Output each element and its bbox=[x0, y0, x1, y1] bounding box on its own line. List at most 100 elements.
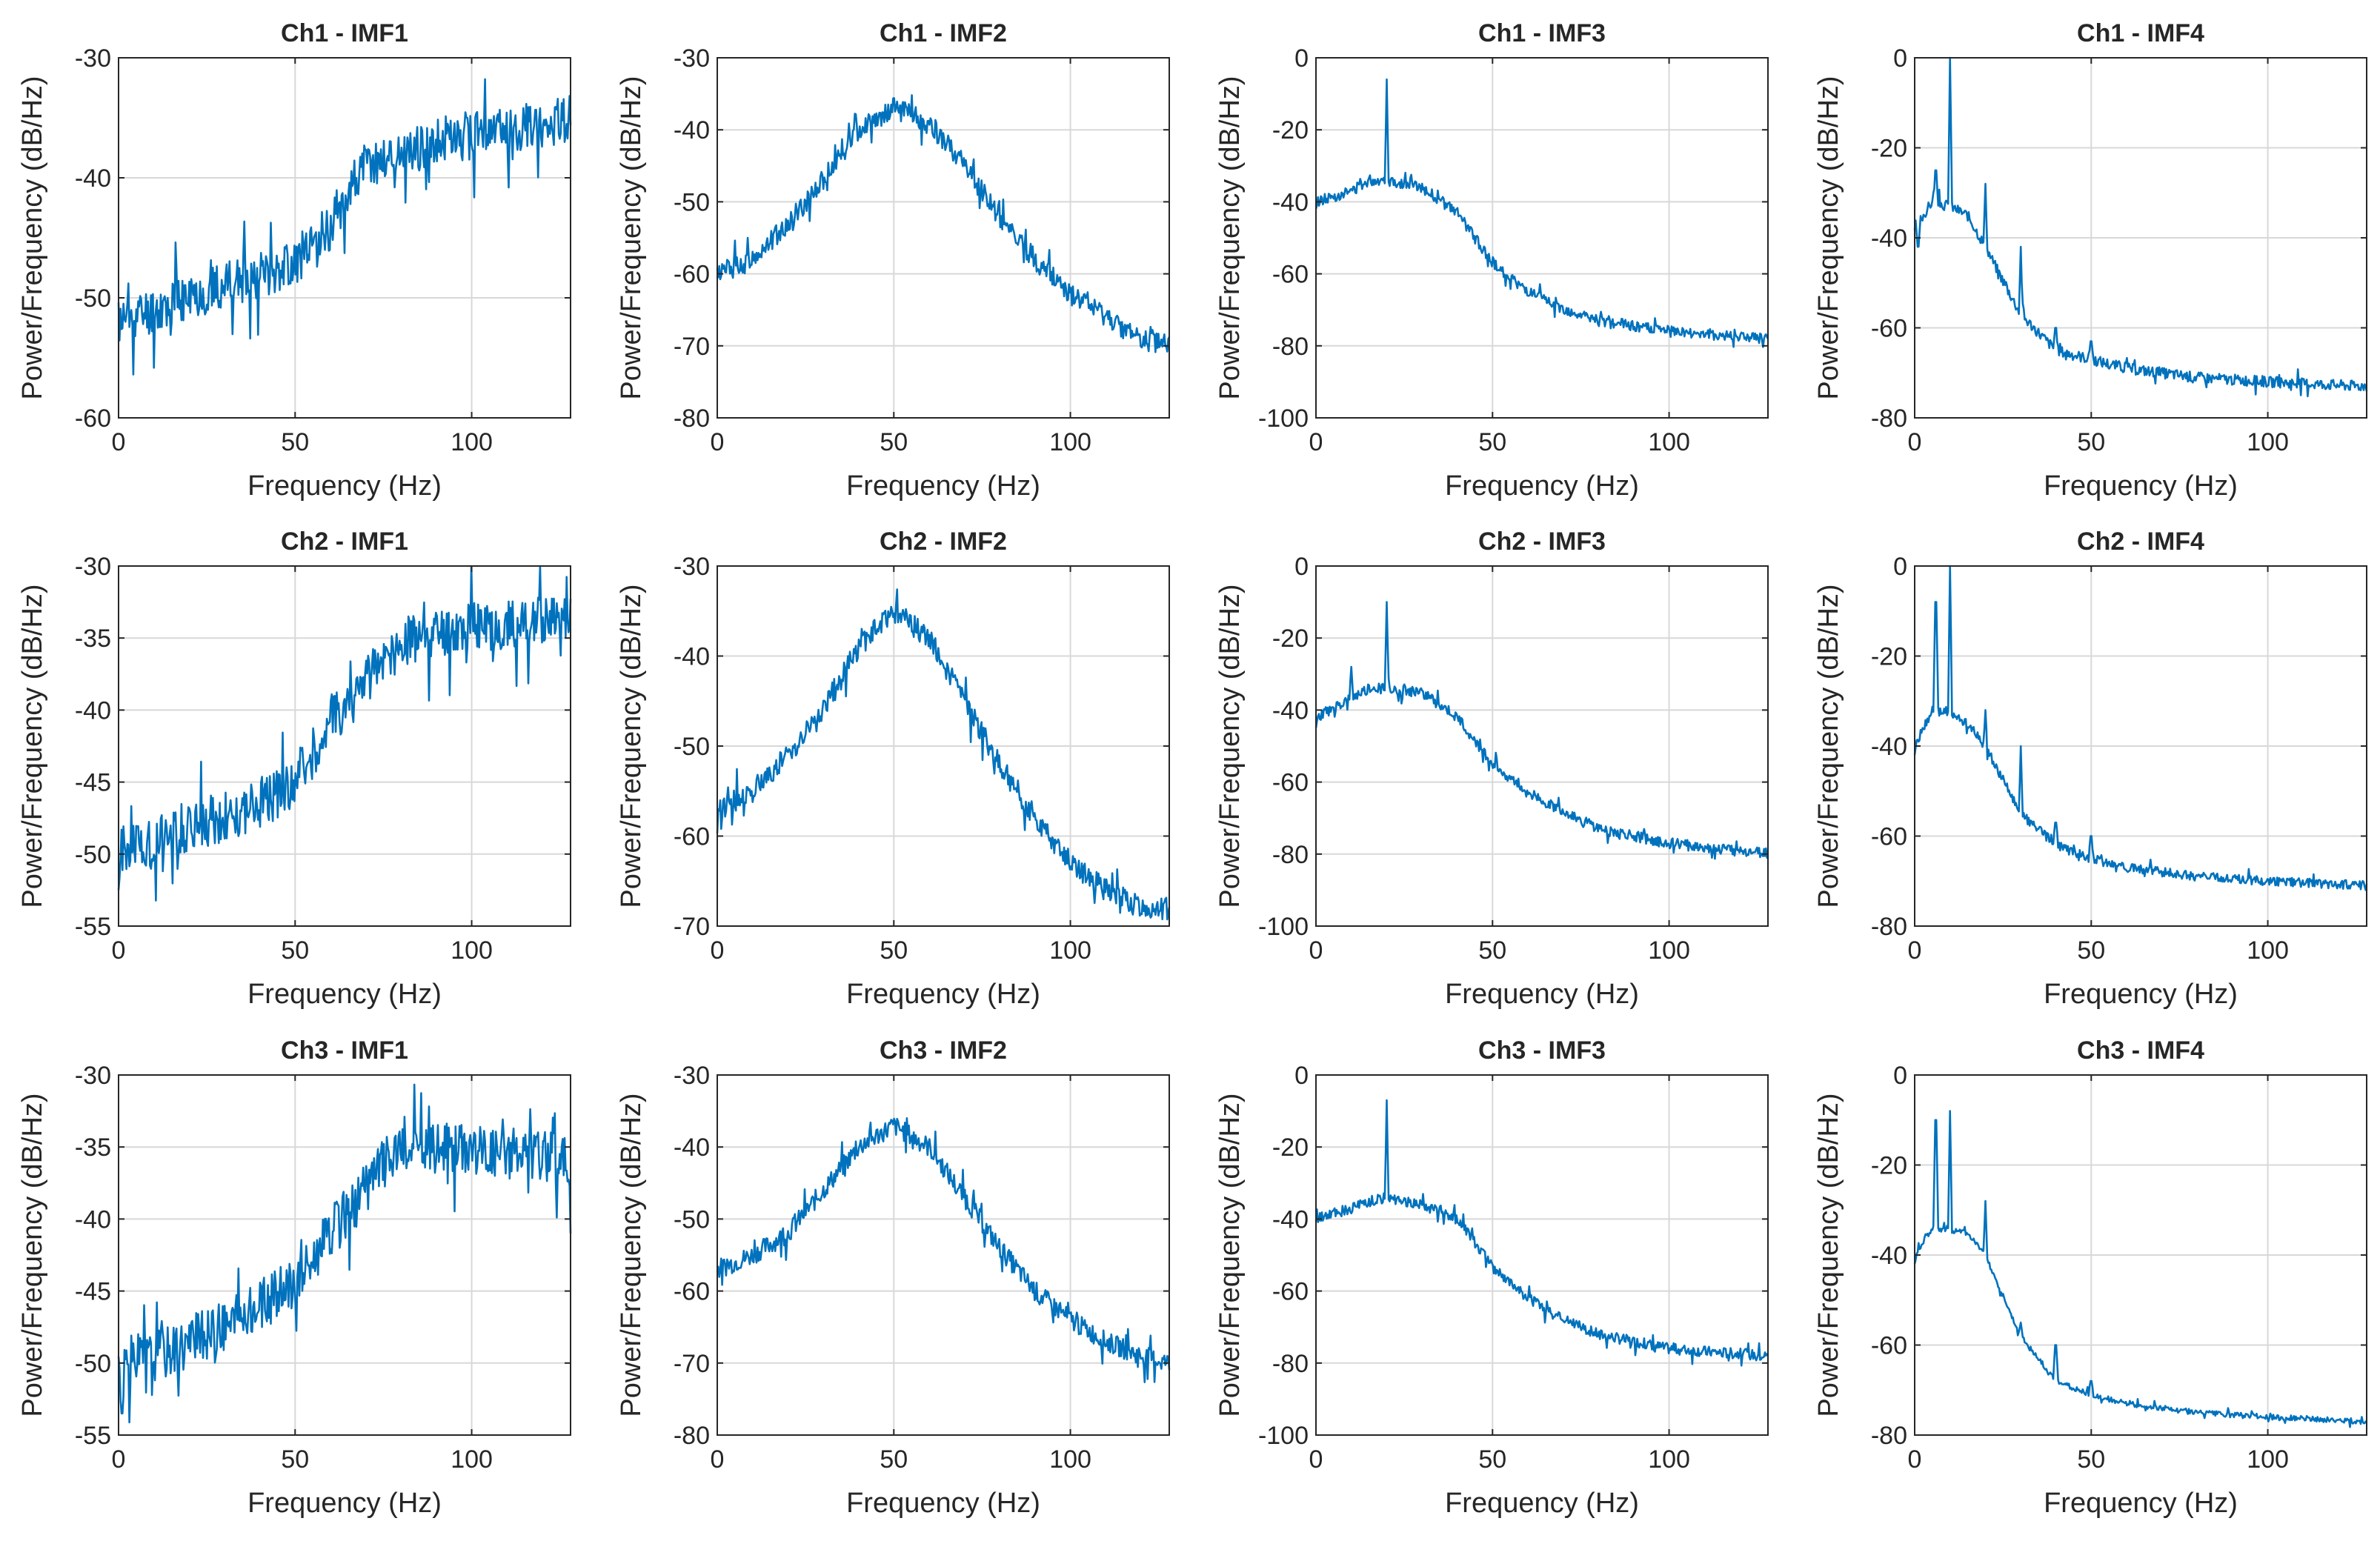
plot-area bbox=[119, 566, 571, 926]
y-tick-label: -80 bbox=[1871, 405, 1907, 433]
subplot-title: Ch3 - IMF4 bbox=[2077, 1036, 2204, 1065]
x-tick-label: 100 bbox=[2247, 1445, 2289, 1474]
subplot-title: Ch1 - IMF2 bbox=[880, 19, 1007, 47]
y-tick-label: 0 bbox=[1893, 44, 1907, 73]
series-line bbox=[716, 1116, 1171, 1383]
x-tick-label: 100 bbox=[2247, 428, 2289, 456]
y-tick-label: -30 bbox=[75, 553, 111, 581]
x-tick-label: 100 bbox=[451, 1445, 493, 1474]
x-tick-label: 100 bbox=[1648, 428, 1690, 456]
subplot-title: Ch3 - IMF1 bbox=[281, 1036, 408, 1065]
y-tick-label: -50 bbox=[75, 841, 111, 869]
x-tick-label: 50 bbox=[1478, 936, 1506, 965]
x-axis-label: Frequency (Hz) bbox=[2044, 470, 2238, 502]
y-tick-label: -60 bbox=[1871, 1332, 1907, 1360]
x-tick-label: 0 bbox=[711, 1445, 725, 1474]
y-tick-label: -20 bbox=[1272, 1134, 1309, 1162]
series-line bbox=[117, 78, 572, 376]
y-tick-label: -60 bbox=[75, 405, 111, 433]
x-tick-label: 0 bbox=[112, 1445, 126, 1474]
y-axis-label: Power/Frequency (dB/Hz) bbox=[616, 584, 647, 908]
y-tick-label: -40 bbox=[75, 164, 111, 193]
plot-area bbox=[717, 1075, 1169, 1435]
y-tick-label: -60 bbox=[1272, 769, 1309, 797]
x-axis-label: Frequency (Hz) bbox=[846, 470, 1040, 502]
x-tick-label: 50 bbox=[880, 1445, 908, 1474]
x-tick-label: 0 bbox=[1908, 428, 1922, 456]
plot-area bbox=[1316, 58, 1768, 418]
y-tick-label: -55 bbox=[75, 1422, 111, 1450]
series-line bbox=[716, 94, 1171, 353]
y-tick-label: -30 bbox=[674, 1062, 710, 1090]
y-tick-label: -100 bbox=[1258, 405, 1309, 433]
y-tick-label: -40 bbox=[1272, 696, 1309, 725]
x-tick-label: 100 bbox=[1049, 1445, 1091, 1474]
y-axis-label: Power/Frequency (dB/Hz) bbox=[1214, 1093, 1246, 1417]
x-tick-label: 50 bbox=[281, 936, 309, 965]
y-tick-label: 0 bbox=[1294, 44, 1309, 73]
y-tick-label: -50 bbox=[674, 188, 710, 216]
x-tick-label: 100 bbox=[1049, 428, 1091, 456]
y-tick-label: -45 bbox=[75, 769, 111, 797]
y-tick-label: -20 bbox=[1272, 116, 1309, 144]
x-tick-label: 0 bbox=[1908, 936, 1922, 965]
y-tick-label: -40 bbox=[674, 1134, 710, 1162]
subplot-title: Ch3 - IMF2 bbox=[880, 1036, 1007, 1065]
series-line bbox=[1314, 1099, 1769, 1367]
x-tick-label: 50 bbox=[281, 428, 309, 456]
y-tick-label: -30 bbox=[75, 1062, 111, 1090]
y-tick-label: -70 bbox=[674, 1350, 710, 1378]
axes-box bbox=[1315, 57, 1769, 419]
x-axis-label: Frequency (Hz) bbox=[1445, 979, 1639, 1010]
y-axis-label: Power/Frequency (dB/Hz) bbox=[1813, 76, 1844, 399]
series-line bbox=[1314, 601, 1769, 860]
y-axis-label: Power/Frequency (dB/Hz) bbox=[17, 584, 48, 908]
y-tick-label: -30 bbox=[674, 553, 710, 581]
x-axis-label: Frequency (Hz) bbox=[1445, 1488, 1639, 1519]
x-tick-label: 50 bbox=[2077, 936, 2105, 965]
y-tick-label: -20 bbox=[1272, 625, 1309, 653]
y-tick-label: -50 bbox=[674, 1205, 710, 1234]
x-tick-label: 0 bbox=[112, 936, 126, 965]
y-tick-label: -35 bbox=[75, 1134, 111, 1162]
axes-box bbox=[1315, 1074, 1769, 1436]
y-tick-label: -40 bbox=[674, 116, 710, 144]
x-tick-label: 50 bbox=[880, 936, 908, 965]
x-tick-label: 0 bbox=[711, 428, 725, 456]
y-tick-label: -80 bbox=[1871, 913, 1907, 941]
y-tick-label: -40 bbox=[1272, 1205, 1309, 1234]
axes-box bbox=[118, 565, 571, 927]
x-axis-label: Frequency (Hz) bbox=[247, 979, 442, 1010]
x-axis-label: Frequency (Hz) bbox=[846, 1488, 1040, 1519]
y-tick-label: -40 bbox=[1871, 1242, 1907, 1270]
y-tick-label: -80 bbox=[674, 1422, 710, 1450]
subplot-title: Ch1 - IMF1 bbox=[281, 19, 408, 47]
x-tick-label: 100 bbox=[451, 936, 493, 965]
y-tick-label: -20 bbox=[1871, 643, 1907, 671]
y-tick-label: -60 bbox=[1871, 315, 1907, 343]
x-tick-label: 100 bbox=[1648, 936, 1690, 965]
x-tick-label: 50 bbox=[2077, 428, 2105, 456]
y-tick-label: -80 bbox=[674, 405, 710, 433]
y-axis-label: Power/Frequency (dB/Hz) bbox=[1214, 76, 1246, 399]
y-tick-label: -55 bbox=[75, 913, 111, 941]
axes-box bbox=[118, 57, 571, 419]
subplot-title: Ch3 - IMF3 bbox=[1478, 1036, 1606, 1065]
y-tick-label: 0 bbox=[1294, 553, 1309, 581]
subplot-title: Ch2 - IMF2 bbox=[880, 527, 1007, 556]
y-tick-label: -60 bbox=[1272, 1278, 1309, 1306]
y-axis-label: Power/Frequency (dB/Hz) bbox=[616, 76, 647, 399]
x-axis-label: Frequency (Hz) bbox=[2044, 1488, 2238, 1519]
y-tick-label: -30 bbox=[674, 44, 710, 73]
x-tick-label: 0 bbox=[1309, 1445, 1323, 1474]
axes-box bbox=[118, 1074, 571, 1436]
y-tick-label: -40 bbox=[75, 1205, 111, 1234]
y-tick-label: -50 bbox=[75, 284, 111, 313]
y-tick-label: -80 bbox=[1272, 333, 1309, 361]
x-tick-label: 50 bbox=[880, 428, 908, 456]
y-tick-label: -100 bbox=[1258, 913, 1309, 941]
y-tick-label: -60 bbox=[674, 823, 710, 851]
series-line bbox=[716, 588, 1171, 921]
x-axis-label: Frequency (Hz) bbox=[846, 979, 1040, 1010]
